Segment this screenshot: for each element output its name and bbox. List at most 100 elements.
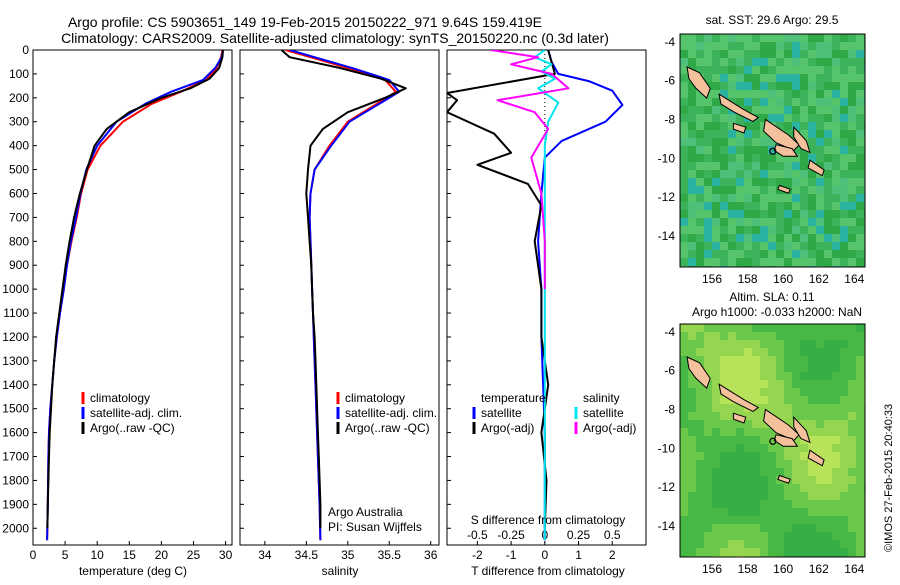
sla-map-cell (840, 524, 848, 532)
sla-map-cell (704, 404, 712, 412)
sla-map-cell (856, 348, 864, 356)
sst-map-cell (760, 106, 768, 114)
sst-map-cell (680, 234, 688, 242)
sst-map-cell (712, 242, 720, 250)
sst-map-cell (848, 146, 856, 154)
sla-map-cell (832, 340, 840, 348)
sst-map-cell (744, 106, 752, 114)
sla-map-cell (720, 428, 728, 436)
sla-map-cell (776, 524, 784, 532)
sst-map-cell (792, 90, 800, 98)
sst-map-cell (736, 162, 744, 170)
sla-map-cell (744, 492, 752, 500)
sst-map-cell (816, 114, 824, 122)
sla-map-cell (832, 468, 840, 476)
sst-map-cell (792, 106, 800, 114)
sla-map-cell (776, 324, 784, 332)
sst-map-cell (696, 114, 704, 122)
island-landmass (777, 184, 791, 194)
sst-map-cell (704, 210, 712, 218)
sla-map-cell (832, 460, 840, 468)
sla-map-cell (680, 492, 688, 500)
sst-map-cell (848, 90, 856, 98)
sst-map-cell (696, 58, 704, 66)
temperature-legend: climatology satellite-adj. clim. Argo(..… (81, 391, 182, 435)
sla-map-cell (696, 524, 704, 532)
sst-map-cell (840, 130, 848, 138)
sst-map-cell (680, 58, 688, 66)
sla-map-cell (840, 500, 848, 508)
sla-map-cell (800, 444, 808, 452)
sst-map-cell (728, 90, 736, 98)
sst-map-cell (760, 138, 768, 146)
sla-map-cell (688, 420, 696, 428)
sst-map-cell (848, 242, 856, 250)
sla-map-cell (712, 412, 720, 420)
sla-map-cell (728, 420, 736, 428)
sla-map-cell (728, 452, 736, 460)
sst-map-cell (712, 250, 720, 258)
sst-map-cell (840, 146, 848, 154)
sst-map-cell (816, 74, 824, 82)
sla-map-cell (824, 420, 832, 428)
sst-map-cell (696, 202, 704, 210)
sla-map-cell (760, 500, 768, 508)
sla-map-cell (704, 444, 712, 452)
sst-map-cell (728, 138, 736, 146)
sst-map-cell (800, 194, 808, 202)
sst-map-cell (824, 50, 832, 58)
sst-map-cell (832, 122, 840, 130)
sla-map-cell (680, 508, 688, 516)
sla-map-cell (792, 348, 800, 356)
island-landmass (793, 415, 811, 444)
sst-map-cell (712, 58, 720, 66)
sst-map-cell (680, 66, 688, 74)
sst-map-cell (696, 98, 704, 106)
depth-tick-label: 0 (22, 43, 29, 57)
sst-map-cell (688, 258, 696, 266)
sla-map-cell (712, 380, 720, 388)
sla-map-cell (800, 396, 808, 404)
sst-map-cell (784, 162, 792, 170)
sst-map-cell (696, 42, 704, 50)
sst-map-cell (824, 226, 832, 234)
sst-map-cell (728, 178, 736, 186)
sla-map-cell (800, 364, 808, 372)
sst-map-cell (840, 218, 848, 226)
sst-map-cell (824, 34, 832, 42)
sla-map-cell (688, 380, 696, 388)
sla-map-cell (720, 524, 728, 532)
sla-map-cell (752, 468, 760, 476)
sla-map-cell (712, 348, 720, 356)
depth-tick-label: 1700 (2, 450, 29, 464)
sla-map-cell (832, 484, 840, 492)
sst-map-cell (840, 82, 848, 90)
sst-map-cell (704, 122, 712, 130)
sst-map-cell (696, 242, 704, 250)
sst-map-cell (688, 154, 696, 162)
sla-map-cell (704, 516, 712, 524)
sla-map-cell (696, 468, 704, 476)
sst-map-cell (680, 226, 688, 234)
sst-map-cell (760, 130, 768, 138)
sla-map-cell (704, 436, 712, 444)
sla-map-cell (712, 484, 720, 492)
sla-map-cell (704, 364, 712, 372)
sst-map-cell (832, 58, 840, 66)
sst-map-cell (784, 194, 792, 202)
sla-map-cell (800, 500, 808, 508)
sst-map-cell (856, 66, 864, 74)
sla-map-cell (808, 444, 816, 452)
sla-map-cell (696, 428, 704, 436)
sst-map-cell (832, 170, 840, 178)
sla-map-cell (848, 476, 856, 484)
sst-map-cell (792, 226, 800, 234)
sla-map-cell (776, 500, 784, 508)
sst-map-cell (824, 114, 832, 122)
sla-map-cell (832, 476, 840, 484)
legend-label-argo: Argo(..raw -QC) (90, 421, 175, 435)
sst-map-cell (736, 50, 744, 58)
sst-map-cell (816, 226, 824, 234)
sla-map-cell (856, 412, 864, 420)
sla-map-cell (752, 348, 760, 356)
